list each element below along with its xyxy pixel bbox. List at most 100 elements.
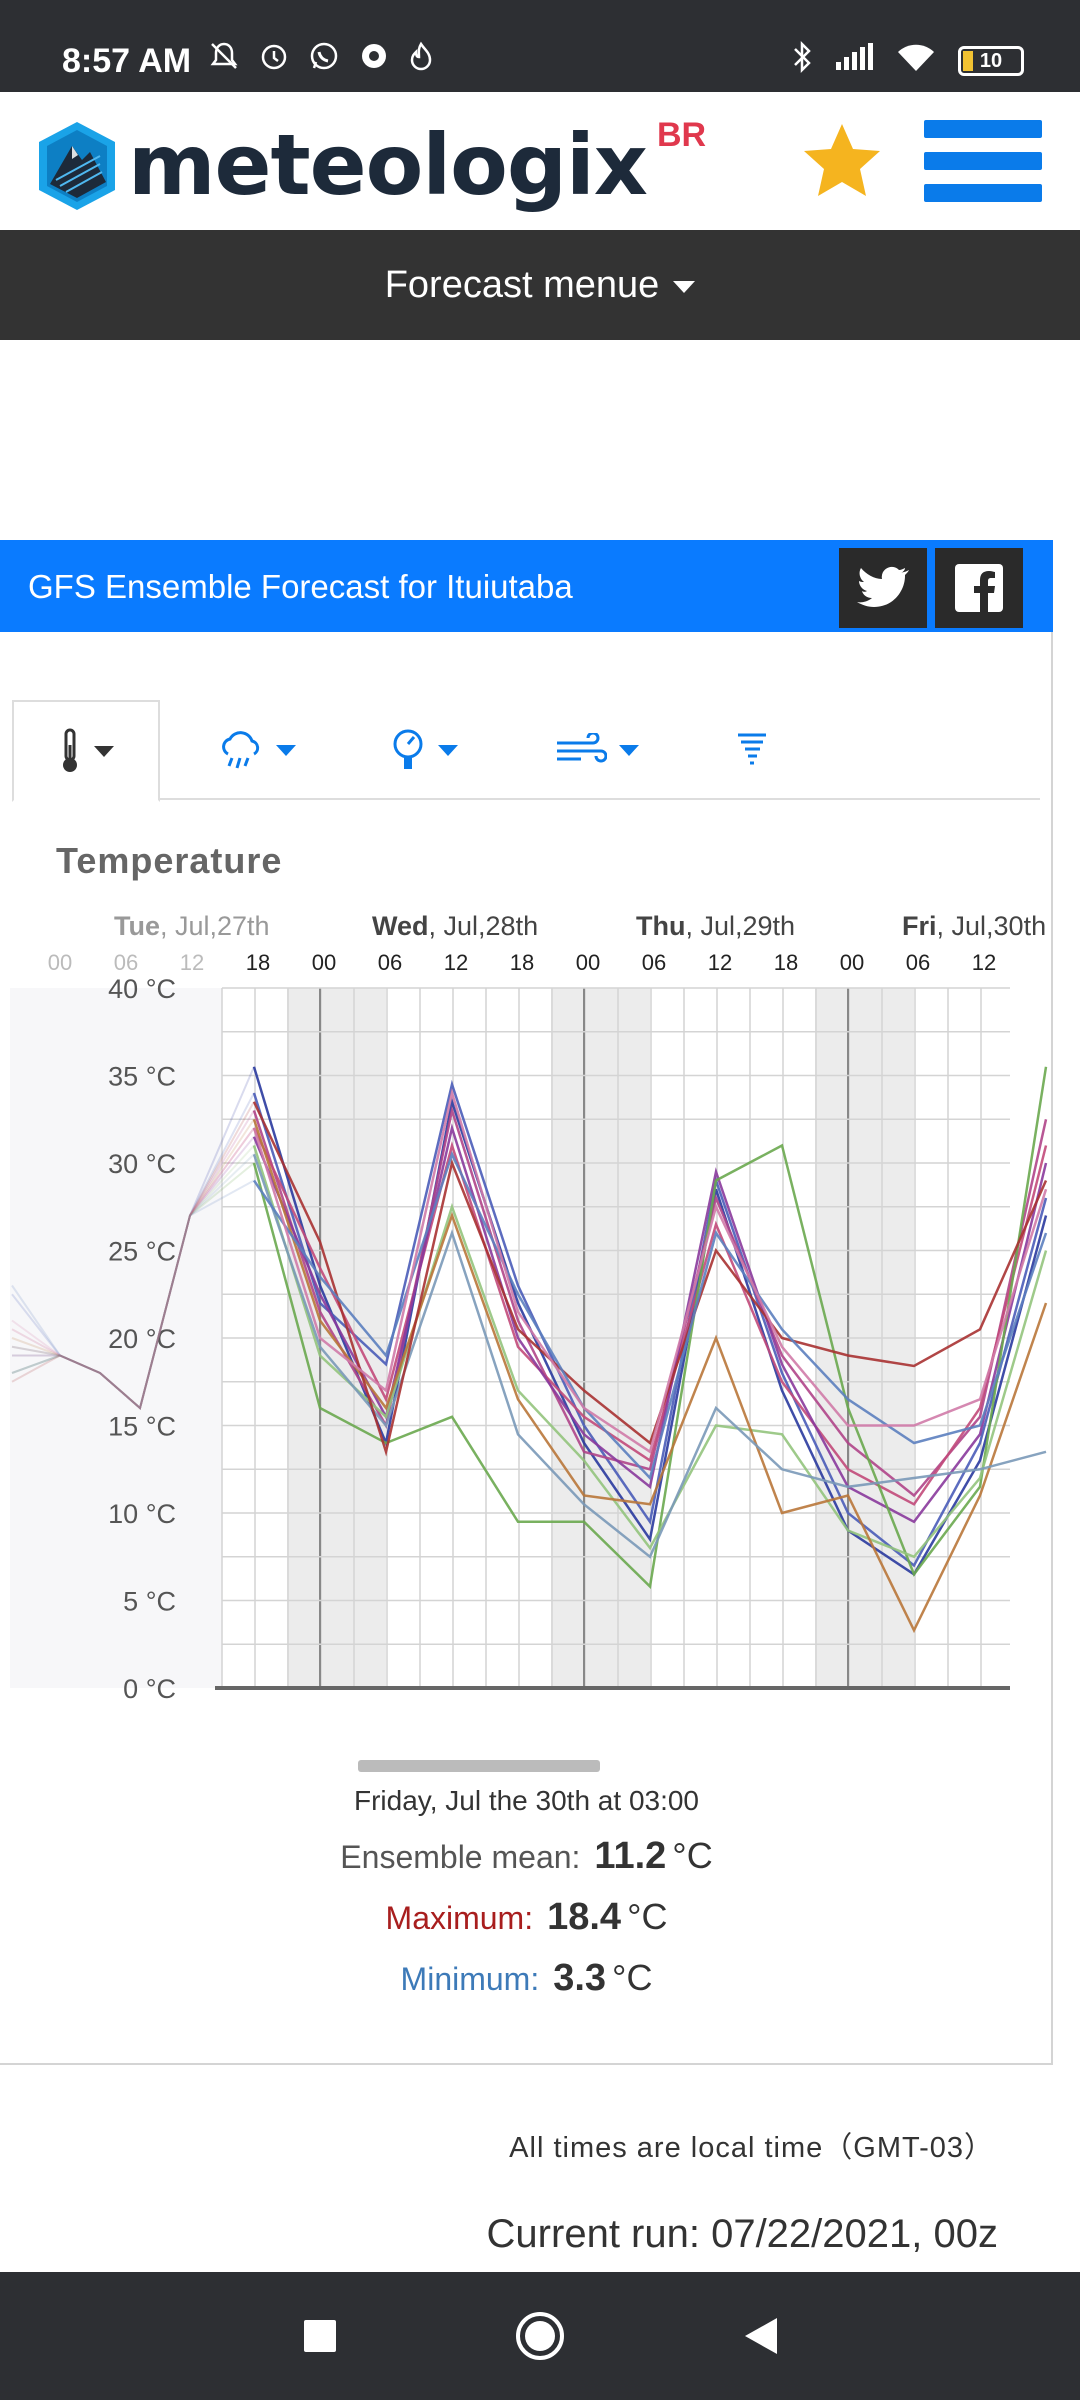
chart-title: Temperature [56,840,283,881]
logo-wordmark: meteologix [128,116,648,214]
back-triangle-icon [745,2318,777,2354]
ensemble-series-line [252,1127,1048,1506]
hour-label: 06 [642,950,666,975]
y-tick-label: 30 °C [108,1149,176,1179]
y-tick-label: 40 °C [108,974,176,1004]
card-header: GFS Ensemble Forecast for Ituiutaba [0,540,1053,632]
hour-label: 12 [444,950,468,975]
logo-region: BR [656,116,707,154]
fire-icon [408,40,434,80]
recents-button[interactable] [260,2272,380,2400]
hour-label: 12 [708,950,732,975]
battery-icon: 10 [958,46,1024,76]
home-button[interactable] [480,2272,600,2400]
menu-bar [924,152,1042,170]
past-series-line [11,1127,255,1410]
past-series-line [11,1066,255,1410]
status-notification-icons [208,40,434,80]
ensemble-series-line [252,1150,1048,1481]
past-series-line [11,1162,255,1410]
readout-max: Maximum: 18.4 °C [0,1896,1053,1939]
site-logo[interactable]: meteologix BR [36,116,706,217]
y-tick-label: 20 °C [108,1324,176,1354]
tab-wind[interactable] [542,700,652,800]
ensemble-forecast-card: GFS Ensemble Forecast for Ituiutaba Temp [0,540,1053,2065]
tornado-icon [738,733,766,765]
hour-label: 18 [246,950,270,975]
menu-bar [924,120,1042,138]
hour-label: 00 [576,950,600,975]
tab-temperature[interactable] [12,700,160,802]
battery-level: 10 [979,49,1003,72]
history-area [10,988,222,1688]
tab-storm[interactable] [712,700,792,800]
back-button[interactable] [700,2272,820,2400]
caret-down-icon [94,745,114,757]
y-tick-label: 0 °C [123,1674,176,1704]
status-bar: 8:57 AM 10 [0,0,1080,92]
past-series-line [11,1136,255,1410]
logo-mountain-icon [36,120,118,217]
max-unit: °C [627,1896,668,1937]
facebook-share-button[interactable] [935,548,1023,628]
y-tick-label: 35 °C [108,1062,176,1092]
menu-bar [924,184,1042,202]
min-label: Minimum: [400,1961,540,1997]
max-label: Maximum: [385,1900,534,1936]
hour-label: 00 [840,950,864,975]
parameter-tabs [12,700,1040,802]
past-series-line [11,1118,255,1410]
signal-icon [834,42,874,80]
y-tick-label: 25 °C [108,1237,176,1267]
twitter-icon [857,566,909,607]
tab-precipitation[interactable] [202,700,312,800]
bluetooth-icon [792,40,812,82]
mute-icon [208,40,240,80]
mean-unit: °C [672,1835,713,1876]
forecast-menu-label: Forecast menue [384,264,660,306]
wind-icon [557,733,607,763]
hour-label: 18 [510,950,534,975]
main-menu-button[interactable] [924,120,1042,202]
hour-label: 00 [48,950,72,975]
temperature-ensemble-chart[interactable]: 40 °C 35 °C 30 °C 25 °C 20 °C 15 °C 10 °C 5 °C 0… [0,900,1053,1720]
y-tick-label: 15 °C [108,1412,176,1442]
caret-down-icon [276,744,296,756]
wifi-icon [896,42,936,80]
min-value: 3.3 [553,1957,607,1999]
forecast-menu-dropdown[interactable]: Forecast menue [0,230,1080,340]
day-label: Thu, Jul,29th [636,911,795,941]
card-title: GFS Ensemble Forecast for Ituiutaba [28,568,573,605]
current-run: Current run: 07/22/2021, 00z [486,2212,998,2256]
hour-label: 12 [972,950,996,975]
mean-label: Ensemble mean: [340,1839,581,1875]
past-series-line [11,1127,255,1410]
twitter-share-button[interactable] [839,548,927,628]
chart-readout: Friday, Jul the 30th at 03:00 Ensemble m… [0,1785,1053,2000]
square-icon [304,2320,336,2352]
max-value: 18.4 [547,1896,622,1938]
chart-scrollbar[interactable] [358,1760,600,1772]
y-tick-label: 5 °C [123,1587,176,1617]
chrome-icon [358,40,390,80]
day-label: Tue, Jul,27th [114,911,270,941]
status-system-icons: 10 [792,40,1024,82]
past-series-line [11,1179,255,1410]
day-label: Wed, Jul,28th [372,911,538,941]
past-series-line [11,1092,255,1410]
rain-cloud-icon [222,731,260,769]
readout-min: Minimum: 3.3 °C [0,1957,1053,2000]
circle-icon [516,2312,564,2360]
tab-pressure[interactable] [374,700,474,800]
ensemble-series-line [252,1101,1048,1457]
past-series-line [12,1153,255,1410]
hour-label: 12 [180,950,204,975]
caret-down-icon [619,744,639,756]
whatsapp-icon [308,40,340,80]
ensemble-series-line [252,1153,1047,1559]
caret-down-icon [438,744,458,756]
mean-value: 11.2 [594,1835,667,1877]
hour-label: 00 [312,950,336,975]
y-tick-label: 10 °C [108,1499,176,1529]
favorite-star-icon[interactable] [800,122,884,207]
